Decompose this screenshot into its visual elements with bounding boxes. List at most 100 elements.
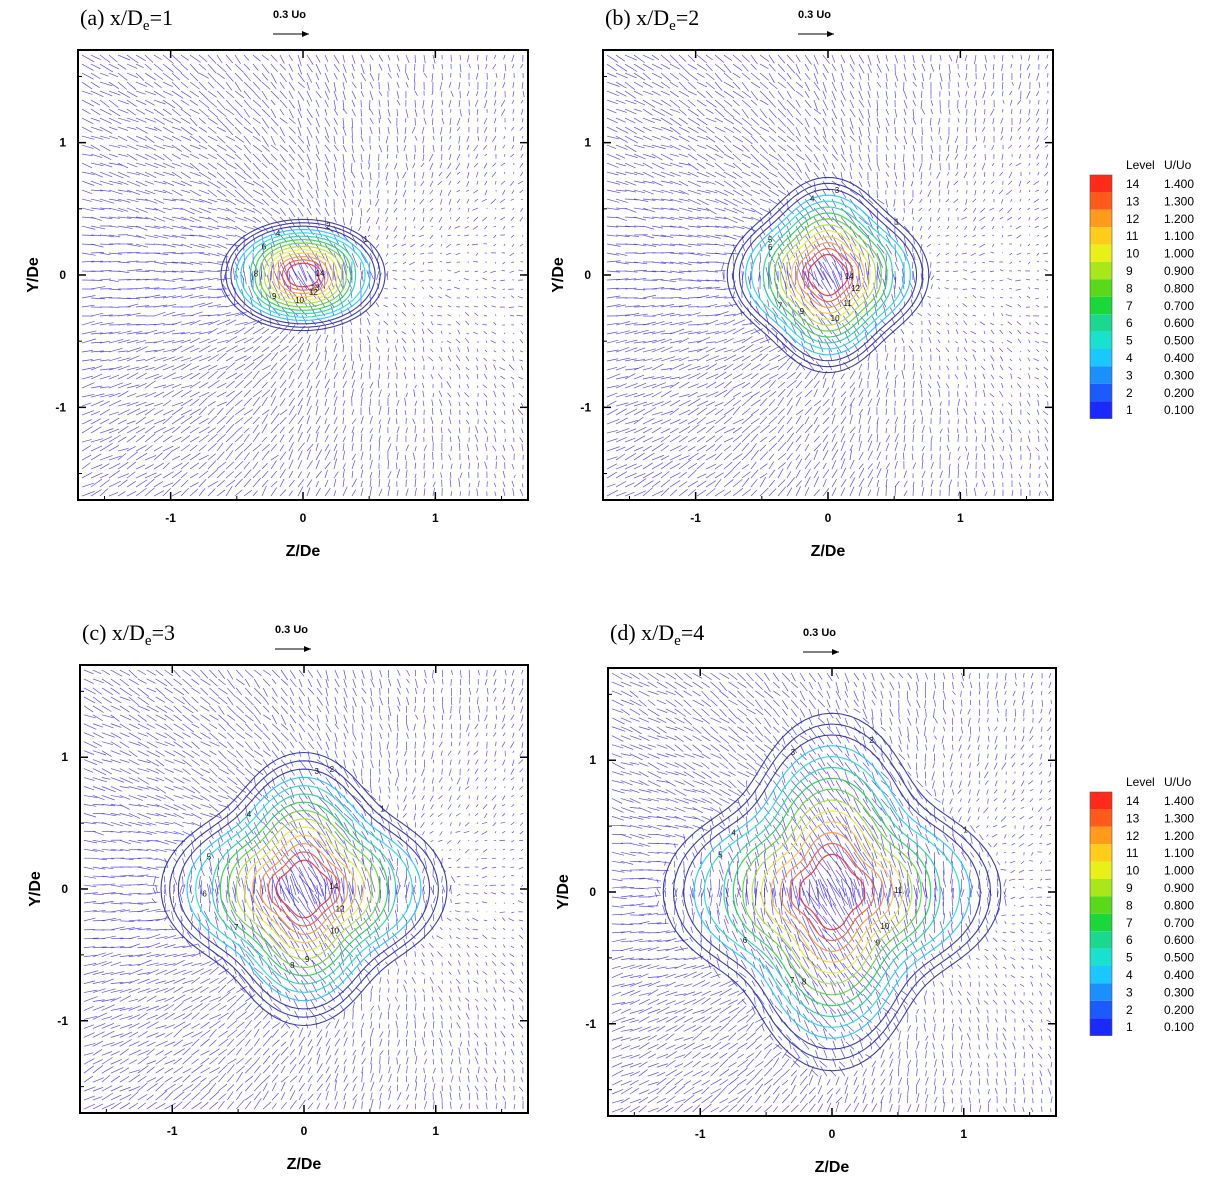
legend-swatch [1090, 844, 1112, 862]
contour-label: 4 [731, 829, 736, 838]
vector-field-b [606, 54, 1049, 497]
panel-title: (d) x/De=4 [610, 620, 704, 649]
x-axis-label: Z/De [287, 1156, 322, 1173]
panel-b: 1 3 4 56 7 9 10 11 12 14 -1 0 1 -1 0 1 Z/De Y/De (b) x/De=… [550, 5, 1054, 560]
contour-label: 11 [894, 886, 903, 895]
contour-label: 7 [234, 923, 239, 932]
legend-value: 1.200 [1164, 829, 1194, 843]
legend-value: 0.400 [1164, 351, 1194, 365]
contour-labels-d: 1 2 3 4 5 6 7 8 9 10 11 [718, 736, 968, 987]
contour-label: 8 [290, 961, 295, 970]
legend-value: 0.900 [1164, 264, 1194, 278]
contour-label: 14 [845, 272, 854, 281]
legend-swatch [1090, 366, 1112, 384]
x-tick-label: -1 [690, 511, 701, 525]
contour-label: 1 [963, 825, 968, 834]
legend-value: 0.100 [1164, 403, 1194, 417]
y-tick-label: 1 [589, 753, 596, 767]
contour-lines-d [662, 712, 1002, 1072]
contour-label: 1 [895, 218, 900, 227]
legend-level: 12 [1126, 212, 1140, 226]
legend-swatch [1090, 192, 1112, 210]
contour-label: 9 [876, 938, 881, 947]
legend-level: 5 [1126, 951, 1133, 965]
contour-label: 8 [802, 978, 807, 987]
legend-level: 9 [1126, 881, 1133, 895]
x-tick-label: 0 [825, 511, 832, 525]
contour-label: 6 [202, 890, 207, 899]
contour-label: 4 [810, 194, 815, 203]
y-tick-label: 0 [584, 268, 591, 282]
contour-label: 14 [329, 882, 338, 891]
legend-value: 1.200 [1164, 212, 1194, 226]
plot-area-b: 1 3 4 56 7 9 10 11 12 14 [606, 54, 1049, 497]
legend-level: 8 [1126, 281, 1133, 295]
x-axis-label: Z/De [286, 543, 321, 560]
y-tick-label: 0 [589, 885, 596, 899]
contour-label: 5 [718, 850, 723, 859]
legend-header-level: Level [1126, 775, 1155, 789]
reference-vector-label: 0.3 Uo [803, 627, 836, 639]
legend-swatch [1090, 879, 1112, 897]
legend-swatch [1090, 279, 1112, 297]
contour-label: 1 [380, 804, 385, 813]
legend-swatch [1090, 896, 1112, 914]
panel-title: (b) x/De=2 [605, 5, 699, 34]
contour-lines-b [726, 176, 930, 374]
legend-swatch [1090, 792, 1112, 810]
y-axis-label: Y/De [25, 257, 42, 293]
x-tick-label: 0 [829, 1127, 836, 1141]
legend-value: 1.000 [1164, 247, 1194, 261]
legend-value: 1.100 [1164, 846, 1194, 860]
legend-level: 3 [1126, 368, 1133, 382]
legend-value: 0.600 [1164, 933, 1194, 947]
x-axis-label: Z/De [815, 1159, 850, 1176]
legend-value: 0.300 [1164, 985, 1194, 999]
legend-level: 7 [1126, 299, 1133, 313]
legend-level: 10 [1126, 247, 1140, 261]
x-tick-label: 1 [432, 511, 439, 525]
y-tick-label: 1 [59, 136, 66, 150]
vector-field-d [611, 672, 1053, 1113]
y-tick-label: 1 [61, 750, 68, 764]
legend-value: 0.700 [1164, 299, 1194, 313]
legend-level: 10 [1126, 864, 1140, 878]
legend-swatch [1090, 314, 1112, 332]
contour-label: 6 [262, 243, 267, 252]
legend-swatch [1090, 931, 1112, 949]
legend-level: 7 [1126, 916, 1133, 930]
legend-level: 5 [1126, 334, 1133, 348]
legend-level: 3 [1126, 985, 1133, 999]
legend-swatch [1090, 244, 1112, 262]
reference-vector-label: 0.3 Uo [273, 9, 306, 21]
contour-label: 8 [254, 269, 259, 278]
contour-label: 3 [791, 748, 796, 757]
x-tick-label: 1 [432, 1124, 439, 1138]
legend-value: 1.300 [1164, 811, 1194, 825]
legend-swatch [1090, 175, 1112, 193]
y-axis-label: Y/De [555, 874, 572, 910]
legend-value: 0.700 [1164, 916, 1194, 930]
legend-value: 0.900 [1164, 881, 1194, 895]
legend-value: 0.400 [1164, 968, 1194, 982]
x-tick-label: 1 [957, 511, 964, 525]
panel-title: (c) x/De=3 [82, 620, 175, 649]
legend-swatch [1090, 861, 1112, 879]
legend-level: 9 [1126, 264, 1133, 278]
y-tick-label: -1 [57, 1014, 68, 1028]
legend-value: 0.100 [1164, 1020, 1194, 1034]
legend-level: 6 [1126, 316, 1133, 330]
reference-vector-label: 0.3 Uo [798, 9, 831, 21]
legend-swatch [1090, 227, 1112, 245]
x-tick-label: -1 [695, 1127, 706, 1141]
y-tick-label: -1 [55, 400, 66, 414]
y-tick-label: 1 [584, 136, 591, 150]
contour-label: 4 [276, 229, 281, 238]
contour-label: 12 [336, 904, 345, 913]
legend-value: 1.000 [1164, 864, 1194, 878]
